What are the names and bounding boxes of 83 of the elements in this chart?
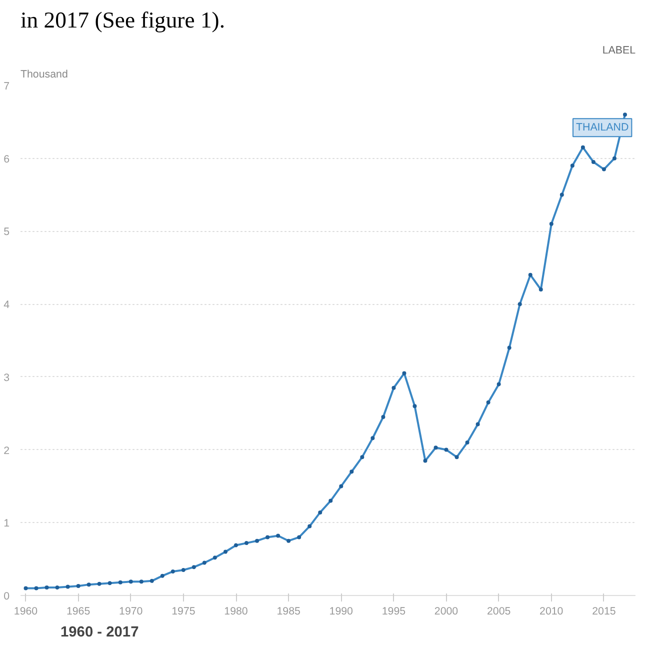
point	[476, 422, 480, 426]
chart-title: in 2017 (See figure 1).	[20, 8, 225, 32]
point	[192, 565, 196, 570]
x-tick-label: 1965	[66, 606, 90, 618]
x-tick-label: 1995	[382, 606, 406, 618]
point	[24, 586, 28, 590]
point	[381, 415, 386, 419]
point	[44, 585, 49, 590]
point	[465, 440, 470, 444]
point	[549, 222, 554, 226]
point	[444, 448, 448, 452]
point	[139, 580, 144, 584]
x-tick-label: 1980	[224, 606, 248, 618]
point	[97, 582, 102, 586]
point	[55, 585, 60, 590]
point	[518, 302, 522, 306]
point	[276, 534, 280, 538]
point	[128, 580, 133, 584]
y-tick-label: 2	[4, 444, 10, 457]
point	[423, 458, 428, 463]
point	[318, 510, 322, 514]
point	[150, 578, 154, 583]
point	[612, 156, 616, 160]
x-tick-label: 1975	[172, 606, 196, 618]
point	[434, 446, 438, 450]
point	[454, 455, 459, 460]
point	[350, 470, 354, 474]
point	[570, 164, 574, 168]
point	[528, 272, 532, 277]
point	[66, 584, 70, 589]
text: 1960 - 2017	[60, 624, 139, 640]
point	[108, 581, 112, 586]
point	[212, 556, 217, 560]
point	[297, 535, 302, 540]
point	[255, 538, 260, 543]
point	[591, 160, 596, 164]
point	[507, 346, 512, 350]
point	[118, 580, 122, 584]
point	[202, 560, 206, 565]
point	[181, 568, 186, 572]
x-tick-label: 1960	[14, 606, 38, 618]
y-tick-label: 4	[4, 299, 10, 312]
point	[360, 455, 364, 460]
y-tick-label: 0	[4, 590, 10, 602]
text: LABEL	[602, 44, 636, 56]
y-tick-label: 6	[4, 153, 10, 166]
x-tick-label: 2000	[434, 606, 458, 618]
point	[76, 584, 80, 588]
point	[234, 543, 238, 548]
point	[402, 371, 406, 376]
point	[622, 112, 627, 117]
point	[370, 436, 375, 440]
point	[86, 582, 91, 587]
point	[224, 550, 228, 554]
point	[602, 167, 606, 172]
y-tick-label: 3	[4, 372, 10, 384]
series-label: THAILAND	[576, 122, 629, 134]
point	[308, 524, 312, 528]
point	[328, 498, 333, 503]
x-tick-label: 2015	[592, 606, 616, 618]
y-axis-title: Thousand	[20, 68, 68, 80]
x-tick-label: 1970	[119, 606, 143, 618]
point	[170, 569, 175, 574]
x-tick-label: 1985	[276, 606, 301, 618]
x-tick-label: 1990	[329, 606, 354, 618]
point	[392, 386, 396, 390]
point	[496, 382, 501, 386]
point	[580, 145, 585, 150]
point	[560, 192, 564, 197]
point	[34, 586, 38, 590]
point	[286, 538, 291, 543]
point	[266, 535, 270, 540]
point	[486, 400, 490, 404]
point	[412, 404, 417, 408]
point	[538, 288, 543, 292]
y-tick-label: 7	[4, 80, 10, 92]
y-tick-label: 5	[4, 226, 10, 238]
x-tick-label: 2005	[486, 606, 511, 618]
point	[244, 541, 249, 546]
x-tick-label: 2010	[540, 606, 564, 618]
point	[160, 574, 164, 578]
point	[339, 484, 344, 488]
y-tick-label: 1	[4, 518, 10, 530]
